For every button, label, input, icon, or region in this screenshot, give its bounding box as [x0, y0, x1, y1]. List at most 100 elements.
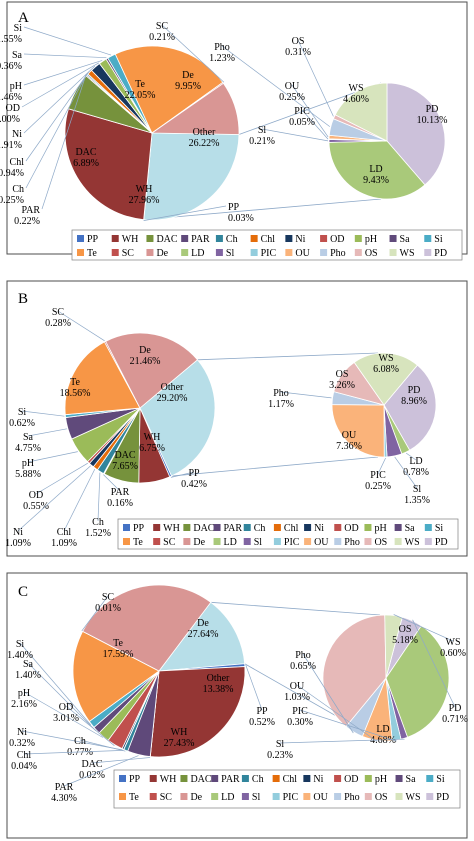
legend-swatch	[183, 524, 191, 531]
leader-line	[79, 739, 126, 752]
data-label-te: Te 17.59%	[103, 638, 134, 660]
data-label-value: 0.25%	[0, 195, 24, 206]
data-label-value: 0.02%	[79, 770, 105, 781]
data-label-name: LD	[409, 456, 422, 467]
leader-line	[393, 614, 454, 642]
leader-line	[25, 71, 90, 162]
sub-slice-ld	[385, 625, 450, 738]
legend-label: DAC	[190, 774, 211, 785]
legend-swatch	[303, 793, 311, 800]
legend-label: DAC	[193, 523, 214, 534]
data-label-wh: WH 27.43%	[164, 727, 195, 749]
data-label-name: Ni	[12, 129, 22, 140]
data-label-name: Sa	[23, 659, 34, 670]
data-label-name: OS	[399, 624, 412, 635]
legend-item-od: OD	[320, 234, 345, 245]
data-label-name: Ch	[92, 517, 104, 528]
data-label-od: OD 3.01%	[53, 702, 79, 724]
leader-line	[279, 738, 405, 744]
data-label-name: Te	[70, 377, 80, 388]
legend-item-sl: Sl	[241, 792, 260, 803]
legend-label: OU	[313, 792, 328, 803]
data-label-value: 0.30%	[287, 717, 313, 728]
legend-swatch	[183, 538, 191, 545]
legend-swatch	[272, 793, 280, 800]
data-label-name: PIC	[294, 106, 310, 117]
legend-item-chl: Chl	[273, 523, 299, 534]
leader-line	[57, 310, 105, 342]
data-label-ch: Ch 0.25%	[0, 184, 24, 206]
legend-swatch	[211, 775, 219, 782]
data-label-name: Chl	[57, 527, 72, 538]
leader-line	[63, 468, 96, 532]
data-label-name: Ch	[74, 736, 86, 747]
legend-label: Sl	[226, 248, 235, 259]
legend-item-par: PAR	[213, 523, 242, 534]
data-label-value: 1.46%	[0, 92, 22, 103]
legend-item-dac: DAC	[183, 523, 215, 534]
data-label-dac: DAC 0.02%	[79, 759, 105, 781]
data-label-pho: Pho 1.17%	[268, 388, 294, 410]
data-label-name: Chl	[17, 750, 32, 761]
data-label-value: 0.62%	[9, 418, 35, 429]
legend-item-pp: PP	[119, 774, 141, 785]
legend-swatch	[213, 538, 221, 545]
legend-item-wh: WH	[149, 774, 177, 785]
legend-label: OS	[365, 248, 378, 259]
leader-line	[103, 474, 121, 492]
legend-swatch	[146, 249, 154, 256]
legend-swatch	[123, 538, 130, 545]
legend-item-ou: OU	[303, 792, 329, 803]
legend-item-te: Te	[123, 537, 143, 548]
legend-item-dac: DAC	[180, 774, 212, 785]
data-label-name: Other	[207, 673, 230, 684]
data-label-ch: Ch 1.52%	[85, 517, 111, 539]
data-label-value: 6.75%	[139, 443, 165, 454]
leader-line	[27, 428, 67, 437]
data-label-name: De	[139, 345, 151, 356]
data-label-value: 1.52%	[85, 528, 111, 539]
legend-item-os: OS	[364, 537, 387, 548]
data-label-ni: Ni 0.32%	[9, 727, 35, 749]
data-label-name: OD	[59, 702, 73, 713]
data-label-name: PIC	[292, 706, 308, 717]
data-label-value: 1.55%	[0, 34, 22, 45]
data-label-ou: OU 1.03%	[284, 681, 310, 703]
slice-wh	[149, 666, 246, 758]
legend-label: OS	[374, 537, 387, 548]
data-label-value: 0.23%	[267, 750, 293, 761]
data-label-value: 13.38%	[203, 684, 234, 695]
legend-label: Sa	[400, 234, 411, 245]
data-label-chl: Chl 0.94%	[0, 157, 24, 179]
leader-line	[412, 619, 456, 708]
legend-label: WH	[160, 774, 177, 785]
data-label-sa: Sa 4.75%	[15, 432, 41, 454]
data-label-pp: PP 0.42%	[181, 468, 207, 490]
data-label-pic: PIC 0.25%	[365, 470, 391, 492]
legend-label: Te	[87, 248, 97, 259]
data-label-other: Other 29.20%	[157, 382, 188, 404]
legend-label: SC	[163, 537, 176, 548]
data-label-value: 0.16%	[107, 498, 133, 509]
legend-label: PD	[436, 792, 449, 803]
data-label-ph: pH1.46%	[0, 81, 22, 103]
legend-item-pd: PD	[424, 248, 447, 259]
legend-item-pp: PP	[123, 523, 145, 534]
data-label-ou: OU 0.25%	[279, 81, 305, 103]
data-label-value: 0.55%	[23, 501, 49, 512]
leader-line	[23, 53, 107, 59]
legend-label: Si	[435, 523, 444, 534]
legend-item-ou: OU	[304, 537, 329, 548]
sub-slice-ou	[331, 404, 385, 458]
leader-line	[21, 730, 123, 751]
sub-slice-ws	[353, 352, 418, 406]
legend-swatch	[215, 249, 223, 256]
leader-line	[245, 664, 263, 711]
leader-line	[27, 451, 78, 463]
data-label-name: Ni	[13, 527, 23, 538]
data-label-chl: Chl 1.09%	[51, 527, 77, 549]
legend-label: Sl	[254, 537, 263, 548]
legend-swatch	[149, 793, 157, 800]
data-label-value: 4.60%	[343, 94, 369, 105]
legend-label: Ni	[314, 523, 324, 534]
